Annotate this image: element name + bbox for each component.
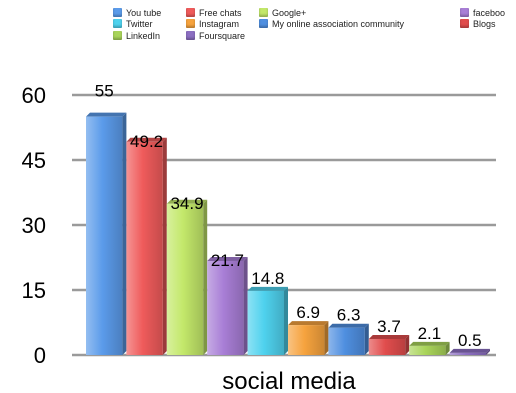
bar (207, 260, 244, 355)
legend-item: My online association community (259, 19, 404, 29)
bar-side (486, 348, 490, 355)
legend-swatch (186, 31, 195, 40)
y-tick-label: 30 (22, 213, 46, 238)
data-label: 0.5 (458, 331, 482, 350)
bar-top (368, 334, 410, 339)
data-label: 21.7 (211, 251, 244, 270)
bar-side (324, 321, 329, 355)
legend-item: Free chats (186, 8, 242, 18)
data-label: 55 (95, 82, 114, 101)
bar (449, 352, 486, 355)
data-label: 14.8 (251, 269, 284, 288)
y-tick-label: 45 (22, 148, 46, 173)
legend-label: LinkedIn (126, 31, 161, 41)
y-tick-label: 60 (22, 83, 46, 108)
legend-label: Google+ (272, 8, 307, 18)
legend-item: You tube (113, 8, 161, 18)
bar-top (409, 341, 450, 346)
data-label: 6.9 (296, 303, 320, 322)
data-label: 3.7 (377, 317, 401, 336)
bar (368, 338, 406, 355)
legend-label: Foursquare (199, 31, 246, 41)
y-tick-label: 0 (34, 343, 46, 368)
bar-side (162, 137, 167, 355)
legend-item: Instagram (186, 19, 239, 29)
bar (166, 203, 204, 355)
bar-side (445, 341, 450, 355)
bar (86, 116, 123, 356)
bar-top (449, 348, 490, 353)
data-label: 6.3 (337, 306, 361, 325)
legend-swatch (113, 8, 122, 17)
legend-label: Instagram (199, 19, 240, 29)
data-label: 49.2 (130, 132, 163, 151)
legend-label: faceboo (473, 8, 506, 18)
legend-item: Foursquare (186, 31, 245, 41)
legend-item: LinkedIn (113, 31, 160, 41)
bar-side (405, 334, 410, 355)
bar-top (166, 199, 208, 204)
data-label: 34.9 (170, 194, 203, 213)
bar-top (328, 323, 369, 328)
bar-top (126, 137, 167, 142)
bar-side (284, 286, 288, 355)
legend-label: Blogs (473, 19, 496, 29)
legend-swatch (186, 8, 195, 17)
bar-top (86, 112, 127, 117)
bar-side (203, 199, 208, 355)
legend-swatch (460, 19, 469, 28)
x-axis-title: social media (222, 368, 356, 393)
y-tick-label: 15 (22, 278, 46, 303)
legend-swatch (259, 19, 268, 28)
data-label: 2.1 (418, 324, 442, 343)
legend-item: faceboo (460, 8, 505, 18)
legend-swatch (460, 8, 469, 17)
legend-label: My online association community (272, 19, 405, 29)
legend-item: Blogs (460, 19, 496, 29)
legend-label: Free chats (199, 8, 242, 18)
bar-side (122, 112, 127, 356)
legend-swatch (186, 19, 195, 28)
legend-label: You tube (126, 8, 162, 18)
bar-top (207, 256, 248, 261)
bar (126, 141, 163, 355)
bar-top (288, 321, 329, 326)
legend-label: Twitter (126, 19, 153, 29)
bar-top (247, 286, 288, 291)
legend-item: Twitter (113, 19, 153, 29)
bar-side (243, 256, 248, 355)
bar (288, 325, 325, 355)
bar (409, 345, 446, 355)
legend-swatch (259, 8, 268, 17)
legend-swatch (113, 31, 122, 40)
bar (328, 327, 365, 355)
legend-item: Google+ (259, 8, 306, 18)
legend-swatch (113, 19, 122, 28)
bar-side (364, 323, 369, 355)
bar (247, 290, 284, 355)
